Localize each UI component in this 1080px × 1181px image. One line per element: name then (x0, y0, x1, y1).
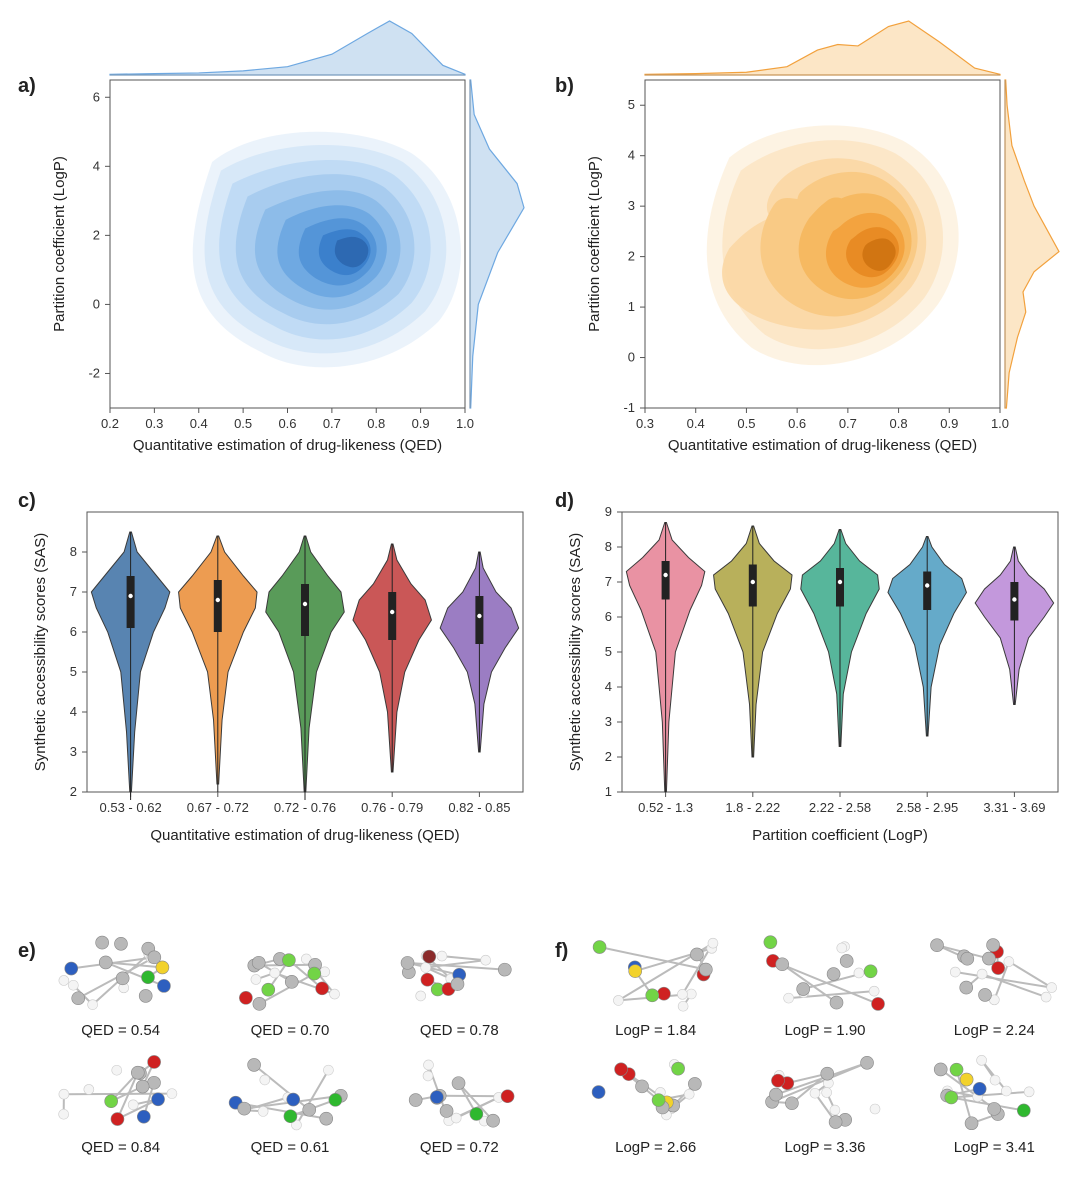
molecule-item: LogP = 3.36 (744, 1047, 905, 1156)
molecule-item: QED = 0.70 (209, 930, 370, 1039)
svg-text:0.9: 0.9 (940, 416, 958, 431)
svg-text:1: 1 (628, 299, 635, 314)
svg-text:1.8 - 2.22: 1.8 - 2.22 (725, 800, 780, 815)
molecules-e: QED = 0.54 QED = 0.70 QED = 0.78 QED = 0.84… (40, 930, 540, 1156)
svg-text:Synthetic accessibility scores: Synthetic accessibility scores (SAS) (567, 533, 584, 771)
violin-d: 1 2 3 4 5 6 7 8 9 0.52 - 1.3 1.8 - 2.22 2.22 - 2.58… (560, 500, 1070, 870)
molecule-caption: QED = 0.54 (81, 1022, 160, 1039)
molecule-item: QED = 0.61 (209, 1047, 370, 1156)
svg-text:0.7: 0.7 (839, 416, 857, 431)
molecule-caption: LogP = 2.24 (954, 1022, 1035, 1039)
svg-text:2.58 - 2.95: 2.58 - 2.95 (896, 800, 958, 815)
svg-text:3: 3 (70, 744, 77, 759)
panel-f-label: f) (555, 940, 568, 963)
molecule-item: LogP = 2.66 (575, 1047, 736, 1156)
svg-text:0.7: 0.7 (323, 416, 341, 431)
svg-text:Partition coefficient (LogP): Partition coefficient (LogP) (586, 156, 603, 332)
svg-text:0.72 - 0.76: 0.72 - 0.76 (274, 800, 336, 815)
svg-text:6: 6 (70, 624, 77, 639)
svg-text:8: 8 (70, 544, 77, 559)
svg-text:0.8: 0.8 (890, 416, 908, 431)
svg-text:0.3: 0.3 (145, 416, 163, 431)
svg-text:Quantitative estimation of dru: Quantitative estimation of drug-likeness… (668, 437, 977, 454)
molecule-caption: LogP = 1.84 (615, 1022, 696, 1039)
molecules-f: LogP = 1.84 LogP = 1.90 LogP = 2.24 LogP = … (575, 930, 1075, 1156)
svg-text:8: 8 (605, 539, 612, 554)
svg-text:Quantitative estimation of dru: Quantitative estimation of drug-likeness… (150, 827, 459, 844)
svg-text:Quantitative estimation of dru: Quantitative estimation of drug-likeness… (133, 437, 442, 454)
svg-text:-1: -1 (623, 400, 635, 415)
svg-text:9: 9 (605, 504, 612, 519)
molecule-item: QED = 0.54 (40, 930, 201, 1039)
svg-text:0.4: 0.4 (687, 416, 705, 431)
panel-a-label: a) (18, 75, 36, 98)
svg-text:2: 2 (605, 749, 612, 764)
svg-text:6: 6 (93, 89, 100, 104)
svg-text:0.6: 0.6 (788, 416, 806, 431)
molecule-caption: QED = 0.70 (251, 1022, 330, 1039)
molecule-item: LogP = 3.41 (914, 1047, 1075, 1156)
molecule-item: QED = 0.84 (40, 1047, 201, 1156)
svg-text:0.9: 0.9 (412, 416, 430, 431)
svg-text:1.0: 1.0 (456, 416, 474, 431)
svg-text:2.22 - 2.58: 2.22 - 2.58 (809, 800, 871, 815)
molecule-item: LogP = 2.24 (914, 930, 1075, 1039)
svg-text:7: 7 (605, 574, 612, 589)
panel-e-label: e) (18, 940, 36, 963)
molecule-caption: LogP = 2.66 (615, 1139, 696, 1156)
svg-text:Partition coefficient (LogP): Partition coefficient (LogP) (752, 827, 928, 844)
svg-text:1: 1 (605, 784, 612, 799)
panel-b-label: b) (555, 75, 574, 98)
svg-text:-2: -2 (88, 365, 100, 380)
svg-text:5: 5 (628, 97, 635, 112)
svg-text:0: 0 (93, 296, 100, 311)
svg-text:0.53 - 0.62: 0.53 - 0.62 (100, 800, 162, 815)
svg-text:0.5: 0.5 (234, 416, 252, 431)
svg-text:3: 3 (605, 714, 612, 729)
molecule-caption: QED = 0.72 (420, 1139, 499, 1156)
svg-text:0.4: 0.4 (190, 416, 208, 431)
svg-text:0.6: 0.6 (278, 416, 296, 431)
svg-text:4: 4 (605, 679, 612, 694)
svg-text:0.67 - 0.72: 0.67 - 0.72 (187, 800, 249, 815)
violin-c: 2 3 4 5 6 7 8 0.53 - 0.62 0.67 - 0.72 0.72 - 0.76… (25, 500, 535, 870)
svg-text:2: 2 (93, 227, 100, 242)
svg-text:6: 6 (605, 609, 612, 624)
svg-text:Partition coefficient (LogP): Partition coefficient (LogP) (51, 156, 68, 332)
molecule-item: QED = 0.78 (379, 930, 540, 1039)
molecule-caption: LogP = 1.90 (784, 1022, 865, 1039)
molecule-caption: LogP = 3.36 (784, 1139, 865, 1156)
molecule-caption: QED = 0.84 (81, 1139, 160, 1156)
svg-text:0.52 - 1.3: 0.52 - 1.3 (638, 800, 693, 815)
svg-text:0.76 - 0.79: 0.76 - 0.79 (361, 800, 423, 815)
svg-text:3.31 - 3.69: 3.31 - 3.69 (983, 800, 1045, 815)
molecule-item: LogP = 1.84 (575, 930, 736, 1039)
svg-text:0.5: 0.5 (737, 416, 755, 431)
molecule-caption: QED = 0.78 (420, 1022, 499, 1039)
svg-text:4: 4 (70, 704, 77, 719)
svg-text:0.82 - 0.85: 0.82 - 0.85 (448, 800, 510, 815)
svg-text:7: 7 (70, 584, 77, 599)
svg-text:4: 4 (93, 158, 100, 173)
molecule-caption: LogP = 3.41 (954, 1139, 1035, 1156)
svg-text:Synthetic accessibility scores: Synthetic accessibility scores (SAS) (32, 533, 49, 771)
svg-text:4: 4 (628, 148, 635, 163)
molecule-item: QED = 0.72 (379, 1047, 540, 1156)
molecule-item: LogP = 1.90 (744, 930, 905, 1039)
svg-text:2: 2 (70, 784, 77, 799)
molecule-caption: QED = 0.61 (251, 1139, 330, 1156)
svg-text:1.0: 1.0 (991, 416, 1009, 431)
svg-text:3: 3 (628, 198, 635, 213)
svg-text:5: 5 (605, 644, 612, 659)
svg-text:0.3: 0.3 (636, 416, 654, 431)
svg-text:2: 2 (628, 249, 635, 264)
svg-text:5: 5 (70, 664, 77, 679)
kde-joint-a: 0.2 0.3 0.4 0.5 0.6 0.7 0.8 0.9 1.0 -2 0 2 4 6 Quantit… (40, 15, 530, 480)
kde-joint-b: 0.3 0.4 0.5 0.6 0.7 0.8 0.9 1.0 -1 0 1 2 3 4 5 Quantita… (575, 15, 1065, 480)
svg-text:0.8: 0.8 (367, 416, 385, 431)
svg-text:0: 0 (628, 350, 635, 365)
svg-text:0.2: 0.2 (101, 416, 119, 431)
